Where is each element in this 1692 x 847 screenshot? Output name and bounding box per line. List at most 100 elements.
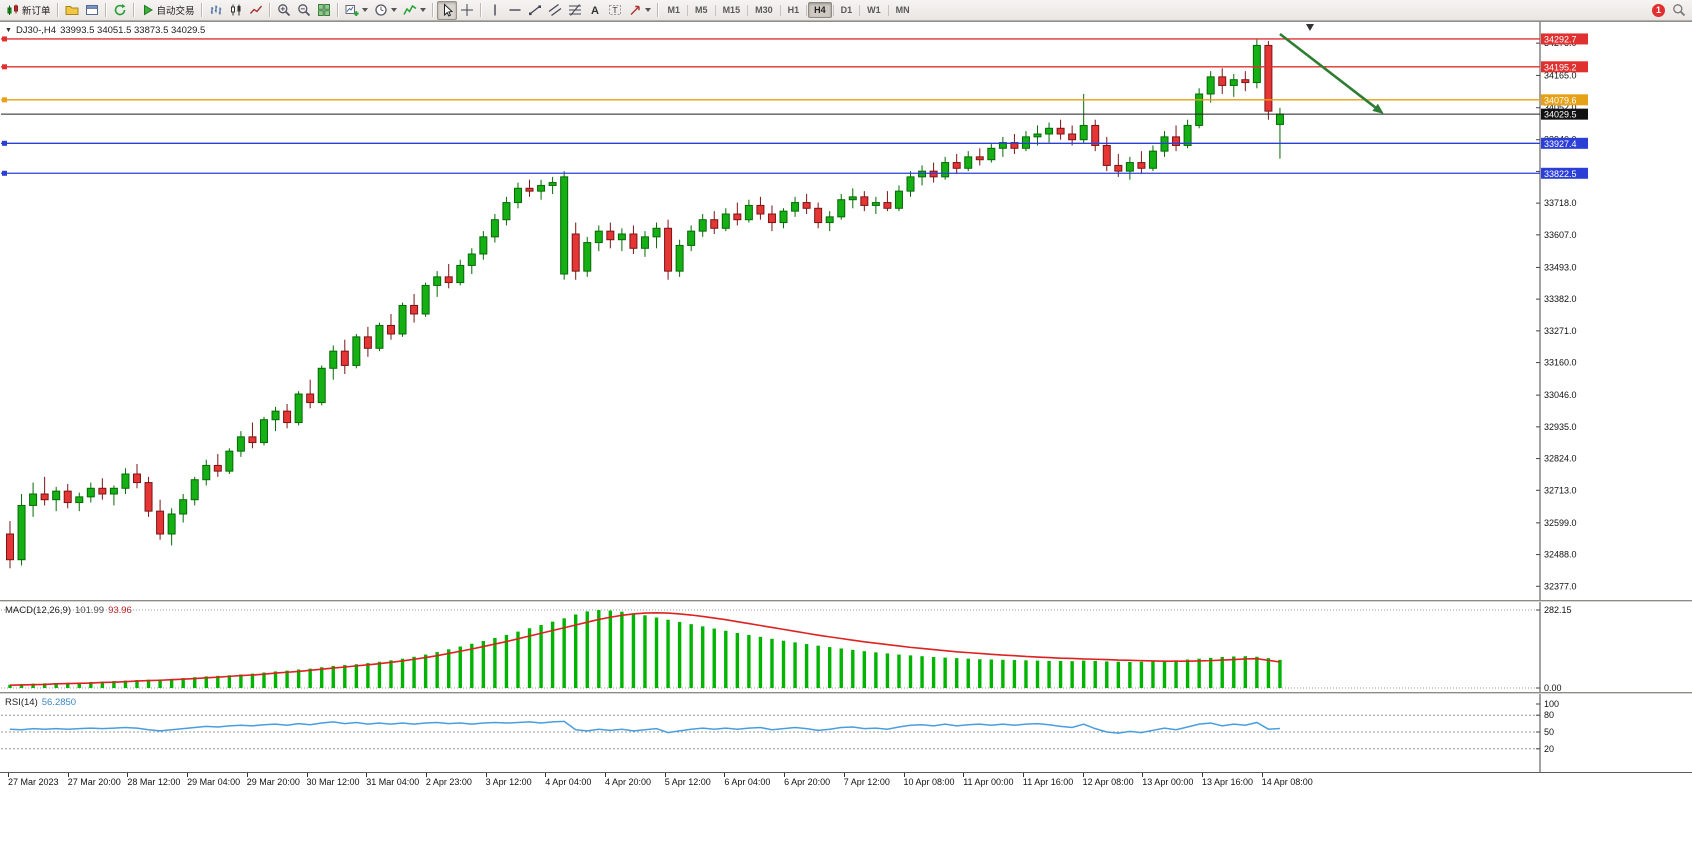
vertical-line-button[interactable]: [485, 1, 505, 20]
timeframe-button-w1[interactable]: W1: [867, 5, 881, 15]
line-chart-icon: [249, 5, 262, 14]
text-button[interactable]: A: [585, 1, 605, 20]
chevron-down-icon: [390, 8, 397, 12]
timeframe-button-mn[interactable]: MN: [895, 5, 910, 15]
time-axis-label: 3 Apr 12:00: [485, 777, 532, 787]
panel-divider[interactable]: [0, 692, 1692, 694]
time-axis-tick: [1082, 773, 1084, 777]
time-axis-label: 27 Mar 2023: [8, 777, 59, 787]
time-axis-label: 28 Mar 12:00: [127, 777, 181, 787]
time-axis-label: 29 Mar 20:00: [246, 777, 300, 787]
time-axis-label: 30 Mar 12:00: [306, 777, 360, 787]
zoom-in-button[interactable]: [274, 1, 294, 20]
time-axis-label: 31 Mar 04:00: [366, 777, 420, 787]
chart-window: ▼ DJ30-,H4 33993.5 34051.5 33873.5 34029…: [0, 21, 1692, 791]
price-chart-panel[interactable]: ▼ DJ30-,H4 33993.5 34051.5 33873.5 34029…: [0, 22, 1692, 600]
time-axis[interactable]: 27 Mar 2023 27 Mar 20:00 28 Mar 12:00 29 Ma…: [0, 772, 1692, 791]
timeframe-button-m5[interactable]: M5: [695, 5, 708, 15]
svg-text:T: T: [612, 5, 617, 15]
svg-text:0.00: 0.00: [1544, 683, 1562, 692]
timeframe-button-h1[interactable]: H1: [787, 5, 800, 15]
trend-arrow-head[interactable]: [1372, 103, 1384, 114]
price-chart-canvas[interactable]: 34278.034165.034052.033940.033829.033718…: [0, 22, 1692, 600]
svg-text:282.15: 282.15: [1544, 605, 1572, 615]
text-a-icon: A: [591, 5, 599, 17]
panel-divider[interactable]: [0, 600, 1692, 602]
hline-handle[interactable]: [2, 97, 7, 103]
time-axis-label: 11 Apr 16:00: [1022, 777, 1074, 787]
price-axis-tick: 32377.0: [1544, 581, 1577, 591]
timeframe-button-h4[interactable]: H4: [808, 2, 832, 18]
notifications-badge[interactable]: 1: [1652, 3, 1665, 17]
macd-signal-value: 93.96: [108, 605, 132, 616]
candlestick-chart-button[interactable]: [226, 1, 246, 20]
time-axis-tick: [1142, 773, 1144, 777]
clock-icon: [374, 4, 387, 16]
search-button[interactable]: [1669, 1, 1689, 20]
toolbar-separator: [336, 3, 339, 17]
hline-handle[interactable]: [2, 64, 7, 70]
cursor-button[interactable]: [436, 0, 457, 20]
new-order-icon: [7, 4, 18, 15]
arrows-button[interactable]: [625, 1, 654, 20]
trendline-icon: [528, 5, 541, 16]
tile-windows-button[interactable]: [314, 1, 334, 20]
line-chart-button[interactable]: [246, 1, 266, 20]
hline-handle[interactable]: [2, 170, 7, 176]
bar-chart-icon: [210, 5, 221, 15]
vline-icon: [493, 4, 496, 16]
data-window-button[interactable]: [82, 1, 102, 20]
auto-trading-button-label: 自动交易: [156, 6, 195, 17]
candlestick-series: [6, 39, 1284, 569]
crosshair-button[interactable]: [457, 1, 477, 20]
horizontal-line-button[interactable]: [505, 1, 525, 20]
hline-handle[interactable]: [2, 36, 7, 42]
trendline-button[interactable]: [525, 1, 545, 20]
timeframe-separator: [714, 4, 716, 16]
fibonacci-button[interactable]: [565, 1, 585, 20]
macd-label: MACD(12,26,9): [5, 605, 71, 616]
time-axis-label: 13 Apr 00:00: [1142, 777, 1194, 787]
time-axis-tick: [1022, 773, 1024, 777]
period-button[interactable]: [371, 1, 400, 20]
price-axis-tick: 33718.0: [1544, 198, 1577, 208]
new-order-button[interactable]: 新订单: [3, 1, 54, 20]
timeframe-button-m1[interactable]: M1: [667, 5, 681, 15]
equidistant-channel-button[interactable]: [545, 1, 565, 20]
profiles-button[interactable]: [62, 1, 82, 20]
trend-arrow-annotation[interactable]: [1279, 32, 1376, 109]
chart-menu-icon[interactable]: ▼: [5, 27, 12, 34]
time-axis-tick: [843, 773, 845, 777]
price-badge: [1541, 61, 1588, 73]
auto-trading-button[interactable]: 自动交易: [138, 1, 198, 20]
toolbar-separator: [479, 3, 482, 17]
magnifier-icon: [1673, 4, 1686, 17]
time-axis-tick: [246, 773, 248, 777]
macd-panel[interactable]: MACD(12,26,9) 101.99 93.96 282.15 0.00: [0, 602, 1692, 692]
bar-chart-button[interactable]: [206, 1, 226, 20]
rsi-panel[interactable]: RSI(14) 56.2850 100 80 50 20: [0, 694, 1692, 772]
timeframe-button-m15[interactable]: M15: [722, 5, 741, 15]
rsi-axis-tick: 80: [1544, 710, 1554, 720]
chart-shift-marker-icon[interactable]: [1305, 24, 1314, 31]
time-axis-label: 4 Apr 04:00: [545, 777, 592, 787]
hline-handle[interactable]: [2, 140, 7, 146]
price-axis-tick: 32824.0: [1544, 454, 1577, 464]
time-axis-tick: [306, 773, 308, 777]
time-axis-label: 14 Apr 08:00: [1261, 777, 1313, 787]
timeframe-button-d1[interactable]: D1: [840, 5, 853, 15]
fibo-icon: [568, 4, 581, 16]
indicators-button[interactable]: [400, 1, 429, 20]
price-axis-tick: 33271.0: [1544, 326, 1577, 336]
new-chart-button[interactable]: [342, 1, 371, 20]
price-badge: [1541, 108, 1588, 120]
text-label-button[interactable]: T: [605, 1, 625, 20]
timeframe-button-m30[interactable]: M30: [755, 5, 773, 15]
chart-plus-icon: [345, 5, 359, 16]
zoom-out-button[interactable]: [294, 1, 314, 20]
refresh-button[interactable]: [110, 1, 130, 20]
macd-canvas[interactable]: 282.15 0.00: [0, 602, 1692, 692]
svg-text:34079.6: 34079.6: [1544, 95, 1577, 105]
